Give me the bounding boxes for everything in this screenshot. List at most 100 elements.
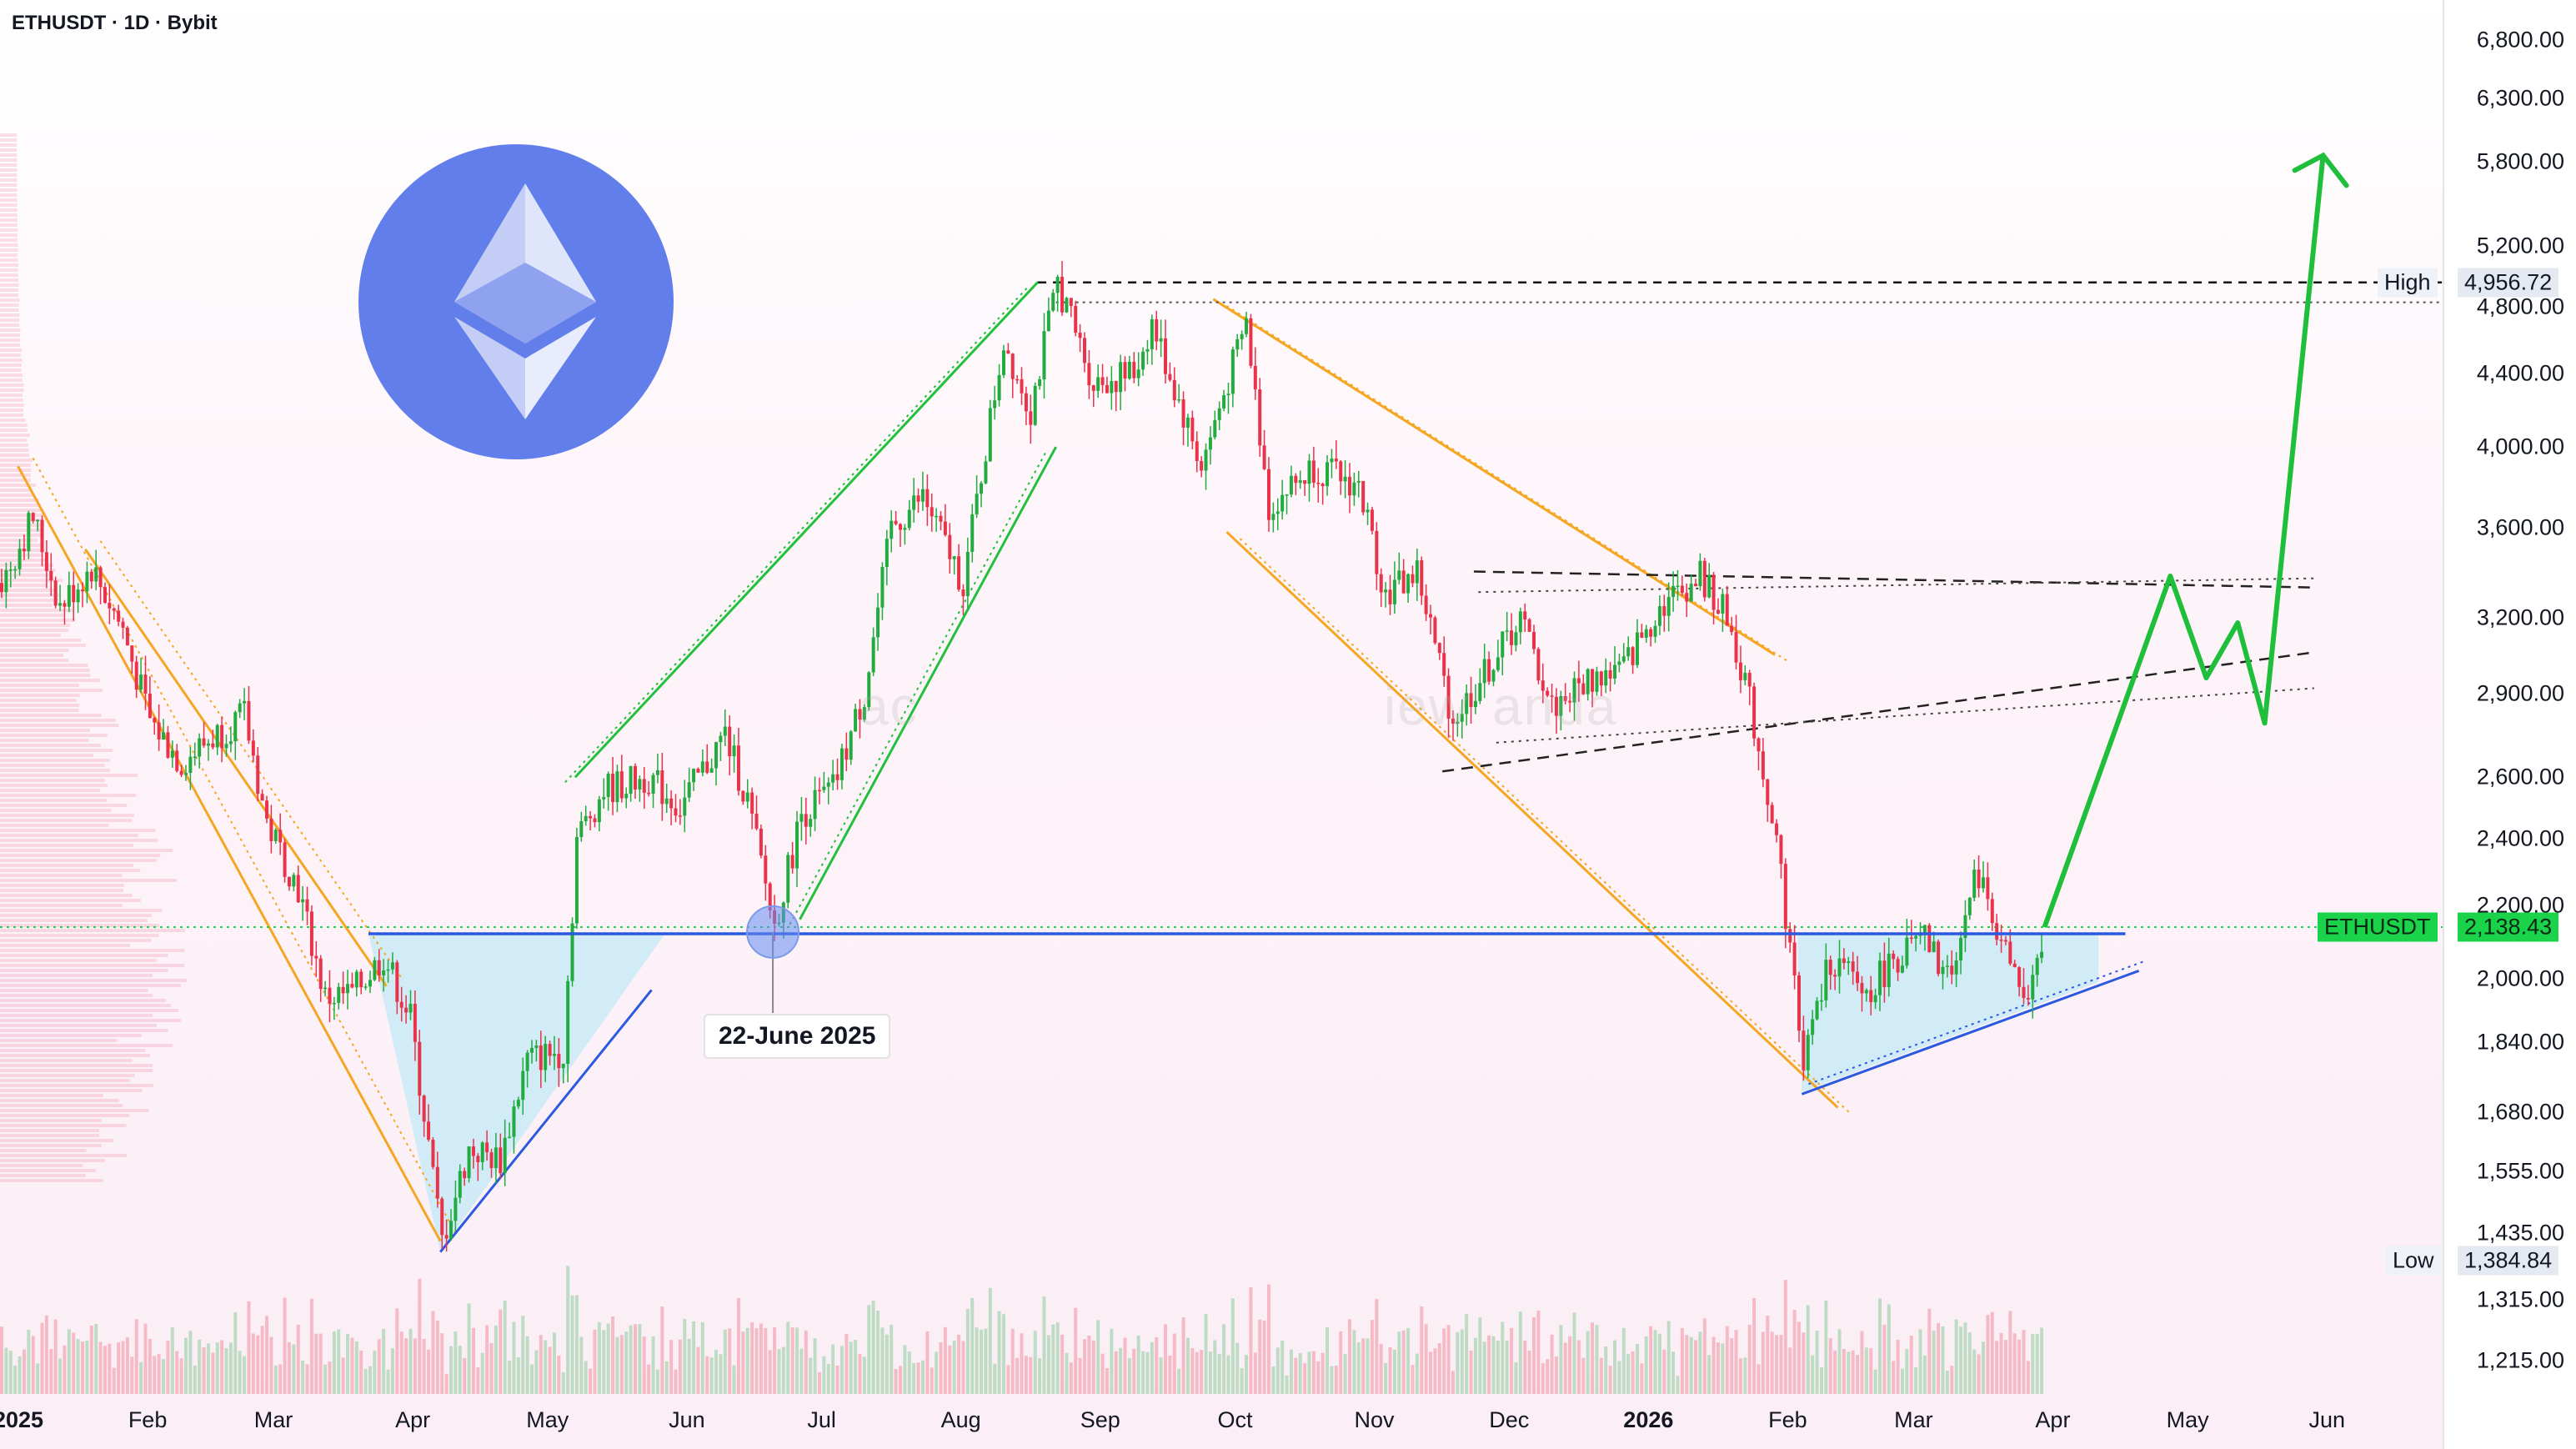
candle-body (1029, 411, 1033, 425)
volume-bar (593, 1329, 597, 1394)
volume-profile-bar (0, 313, 20, 317)
volume-bar (1851, 1350, 1855, 1394)
candle-body (1698, 560, 1702, 587)
candle-body (1496, 657, 1500, 670)
price-tick-label: 1,680.00 (2476, 1099, 2564, 1125)
volume-profile-bar (0, 1139, 113, 1142)
price-tick-label: 6,300.00 (2476, 85, 2564, 111)
volume-profile-bar (0, 1034, 142, 1037)
volume-bar (1711, 1336, 1716, 1394)
candle-body (1038, 379, 1042, 386)
volume-profile-bar (0, 429, 28, 432)
candle-body (1132, 361, 1136, 379)
volume-bar (817, 1371, 821, 1394)
volume-profile-bar (0, 384, 24, 387)
volume-profile-bar (0, 674, 91, 677)
volume-profile-bar (0, 213, 18, 217)
descending-channel-h2-dotted (1239, 538, 1852, 1116)
volume-profile-bar (0, 859, 157, 862)
volume-profile-bar (0, 1079, 130, 1082)
candle-body (638, 779, 642, 790)
volume-bar (1995, 1341, 1999, 1394)
candle-body (1694, 584, 1698, 587)
candle-body (287, 876, 291, 887)
volume-bar (1060, 1334, 1065, 1394)
volume-bar (463, 1357, 467, 1394)
volume-bar (1051, 1324, 1055, 1394)
candle-body (1200, 461, 1204, 471)
volume-bar (1680, 1327, 1684, 1394)
volume-bar (1676, 1376, 1680, 1394)
volume-bar (885, 1334, 889, 1394)
volume-bar (1460, 1329, 1464, 1394)
volume-bar (521, 1316, 525, 1394)
volume-profile-bar (0, 824, 109, 827)
volume-profile-bar (0, 409, 23, 412)
candle-body (1523, 611, 1527, 619)
volume-profile-bar (0, 1164, 83, 1167)
volume-profile-bar (0, 263, 19, 267)
candle-body (1411, 574, 1415, 584)
volume-profile-bar (0, 1124, 127, 1127)
volume-profile-bar (0, 238, 18, 242)
volume-bar (997, 1311, 1001, 1394)
price-tick-label: 1,555.00 (2476, 1158, 2564, 1184)
volume-bar (1132, 1348, 1136, 1394)
candle-body (1981, 877, 1985, 889)
candle-body (750, 792, 754, 814)
volume-bar (683, 1318, 687, 1394)
candle-body (1527, 619, 1531, 632)
candle-body (435, 1166, 439, 1199)
candle-body (1967, 897, 1972, 915)
candle-body (108, 603, 112, 609)
volume-bar (624, 1331, 629, 1394)
candle-body (314, 955, 318, 959)
volume-bar (1020, 1333, 1024, 1394)
volume-bar (835, 1365, 839, 1394)
volume-bar (903, 1345, 907, 1394)
volume-bar (435, 1321, 439, 1394)
candle-body (125, 627, 129, 646)
candle-body (579, 821, 584, 838)
volume-bar (939, 1342, 943, 1394)
volume-bar (1033, 1331, 1037, 1394)
candle-body (1747, 673, 1752, 687)
volume-bar (544, 1340, 548, 1394)
date-marker-circle (746, 905, 800, 959)
candle-body (377, 960, 381, 975)
volume-bar (1177, 1368, 1181, 1394)
volume-bar (745, 1327, 749, 1394)
candle-body (1091, 385, 1095, 391)
time-tick-label: Feb (128, 1407, 168, 1432)
candle-body (557, 1054, 561, 1069)
volume-bar (1842, 1349, 1846, 1394)
volume-bar (1766, 1316, 1770, 1394)
volume-bar (193, 1366, 197, 1394)
volume-bar (1123, 1337, 1127, 1394)
candle-body (1289, 475, 1293, 495)
candle-body (499, 1147, 503, 1174)
candle-body (1487, 659, 1491, 682)
volume-profile-bar (0, 1049, 146, 1052)
price-tick-label: 1,215.00 (2476, 1347, 2564, 1373)
volume-profile-bar (0, 1039, 118, 1042)
candle-body (1937, 941, 1941, 975)
candle-body (1096, 377, 1100, 391)
volume-bar (198, 1339, 202, 1394)
volume-bar (1689, 1336, 1693, 1394)
volume-bar (76, 1339, 80, 1394)
candle-body (1226, 394, 1230, 396)
candle-body (72, 584, 76, 603)
volume-profile-bar (0, 1084, 153, 1087)
volume-bar (1811, 1355, 1815, 1394)
volume-profile-bar (0, 223, 18, 227)
volume-profile-bar (0, 278, 19, 282)
volume-bar (170, 1326, 174, 1394)
candle-body (1015, 379, 1020, 381)
volume-bar (332, 1331, 336, 1394)
volume-profile-bar (0, 669, 90, 672)
volume-profile-bar (0, 1074, 135, 1077)
candle-body (206, 743, 210, 746)
candle-body (925, 489, 930, 508)
